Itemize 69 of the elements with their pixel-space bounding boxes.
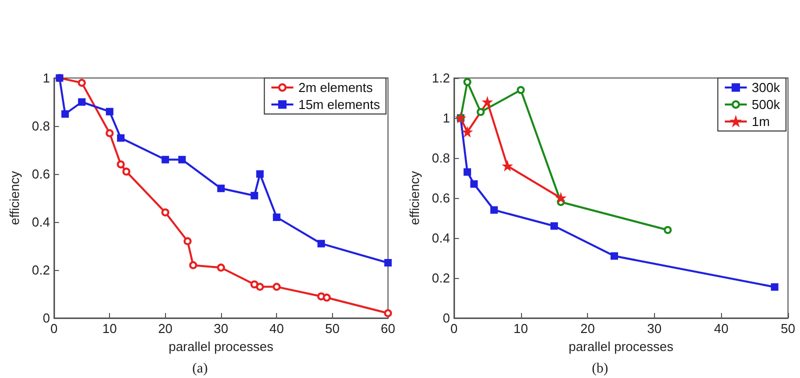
point bbox=[256, 282, 264, 291]
point bbox=[122, 168, 130, 176]
point bbox=[161, 208, 170, 216]
x-axis-title: parallel processes bbox=[568, 339, 674, 354]
x-tick-label: 30 bbox=[214, 321, 228, 336]
point bbox=[464, 168, 472, 176]
point bbox=[250, 280, 258, 288]
text: (a) bbox=[192, 362, 208, 376]
x-axis-title: parallel processes bbox=[168, 339, 274, 354]
y-tick-label: 0.6 bbox=[432, 190, 450, 206]
x-tick-label: 50 bbox=[780, 321, 796, 336]
x-tick-label: 30 bbox=[647, 321, 662, 336]
point bbox=[384, 259, 392, 267]
y-axis-title: efficiency bbox=[7, 170, 22, 225]
y-tick-label: 0.4 bbox=[432, 230, 450, 246]
y-tick-label: 0.2 bbox=[32, 262, 50, 278]
point bbox=[117, 134, 125, 142]
point bbox=[217, 184, 225, 192]
point bbox=[470, 180, 478, 188]
point bbox=[322, 294, 331, 302]
point bbox=[250, 192, 258, 200]
y-tick-label: 1 bbox=[42, 70, 50, 86]
point bbox=[106, 108, 114, 116]
x-tick-label: 20 bbox=[580, 321, 595, 336]
point bbox=[106, 129, 114, 138]
y-tick-label: 1 bbox=[442, 110, 450, 126]
legend-label: 500k bbox=[752, 97, 780, 112]
point bbox=[178, 156, 186, 164]
x-tick-label: 10 bbox=[102, 321, 117, 336]
point bbox=[184, 237, 192, 246]
point bbox=[490, 206, 498, 214]
y-tick-label: 0 bbox=[42, 310, 50, 326]
legend-label: 2m elements bbox=[298, 80, 374, 95]
point bbox=[770, 283, 778, 291]
x-tick-label: 50 bbox=[325, 321, 340, 336]
y-tick-label: 1.2 bbox=[432, 70, 450, 86]
y-tick-label: 0.4 bbox=[32, 214, 50, 230]
point bbox=[78, 98, 86, 106]
point bbox=[476, 108, 485, 116]
x-tick-label: 60 bbox=[380, 321, 396, 336]
point bbox=[272, 213, 280, 221]
x-tick-label: 10 bbox=[514, 321, 528, 336]
x-tick-label: 40 bbox=[269, 321, 284, 336]
legend-label: 15m elements bbox=[298, 97, 380, 112]
point bbox=[61, 110, 69, 118]
point bbox=[317, 240, 325, 248]
text: (b) bbox=[592, 362, 608, 376]
y-tick-label: 0.6 bbox=[32, 166, 50, 182]
y-tick-label: 0.2 bbox=[432, 270, 450, 286]
x-tick-label: 40 bbox=[714, 321, 728, 336]
y-tick-label: 0 bbox=[442, 310, 450, 326]
point bbox=[256, 170, 264, 178]
point bbox=[116, 160, 125, 168]
legend-label: 300k bbox=[752, 80, 780, 95]
point bbox=[550, 222, 558, 230]
point bbox=[189, 261, 198, 270]
y-axis-title: efficiency bbox=[407, 170, 422, 225]
point bbox=[664, 226, 672, 234]
y-tick-label: 0.8 bbox=[32, 118, 50, 134]
point bbox=[78, 78, 86, 87]
point bbox=[463, 78, 472, 86]
point bbox=[216, 264, 225, 272]
legend-label: 1m bbox=[752, 114, 770, 129]
y-tick-label: 0.8 bbox=[432, 150, 450, 166]
point bbox=[162, 156, 170, 164]
point bbox=[610, 252, 618, 260]
point bbox=[272, 282, 281, 291]
x-tick-label: 20 bbox=[158, 321, 173, 336]
point bbox=[516, 86, 525, 94]
